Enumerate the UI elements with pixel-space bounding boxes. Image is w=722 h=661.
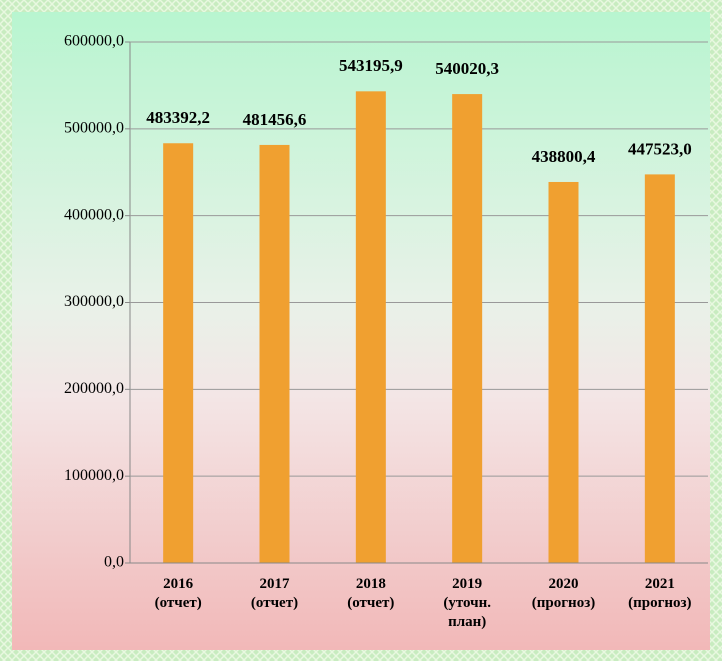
y-tick-label: 500000,0	[64, 120, 124, 137]
y-tick-label: 200000,0	[64, 380, 124, 397]
bar	[644, 174, 675, 563]
y-tick-label: 0,0	[104, 554, 124, 571]
x-tick-label: 2017 (отчет)	[251, 576, 298, 611]
y-tick-label: 300000,0	[64, 293, 124, 310]
y-tick-label: 600000,0	[64, 33, 124, 50]
value-label: 543195,9	[339, 56, 403, 75]
x-tick-label: 2021 (прогноз)	[628, 576, 691, 611]
bar	[163, 143, 194, 563]
x-tick-label: 2019 (уточн. план)	[443, 576, 491, 630]
x-tick-label: 2016 (отчет)	[155, 576, 202, 611]
value-label: 481456,6	[243, 110, 307, 129]
bar	[452, 94, 483, 564]
y-tick-label: 100000,0	[64, 467, 124, 484]
bar	[355, 91, 386, 563]
value-label: 483392,2	[146, 108, 210, 127]
x-tick-label: 2018 (отчет)	[347, 576, 394, 611]
bar	[259, 144, 290, 563]
value-label: 447523,0	[628, 139, 692, 158]
y-tick-label: 400000,0	[64, 206, 124, 223]
bar	[548, 181, 579, 564]
x-tick-label: 2020 (прогноз)	[532, 576, 595, 611]
value-label: 438800,4	[532, 147, 596, 166]
value-label: 540020,3	[435, 59, 499, 78]
